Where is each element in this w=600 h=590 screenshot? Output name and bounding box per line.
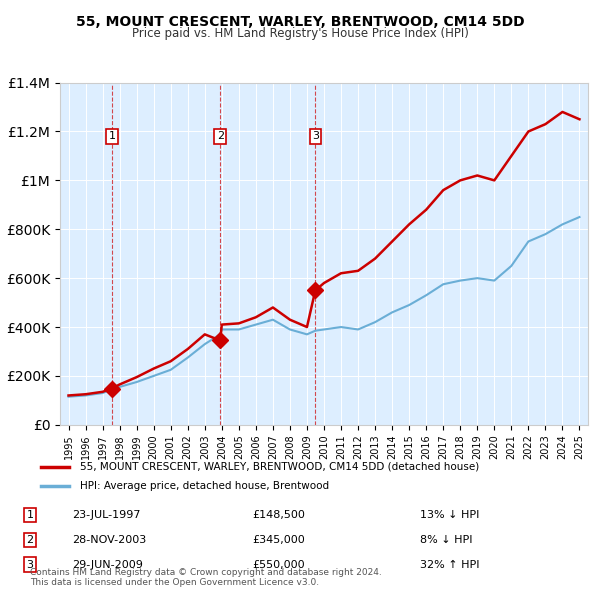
Text: £345,000: £345,000 bbox=[252, 535, 305, 545]
Text: £550,000: £550,000 bbox=[252, 560, 305, 569]
Text: 2: 2 bbox=[217, 132, 224, 142]
Text: 2: 2 bbox=[26, 535, 34, 545]
Text: Price paid vs. HM Land Registry's House Price Index (HPI): Price paid vs. HM Land Registry's House … bbox=[131, 27, 469, 40]
Text: HPI: Average price, detached house, Brentwood: HPI: Average price, detached house, Bren… bbox=[80, 481, 329, 491]
Text: Contains HM Land Registry data © Crown copyright and database right 2024.
This d: Contains HM Land Registry data © Crown c… bbox=[30, 568, 382, 587]
Text: 3: 3 bbox=[26, 560, 34, 569]
Text: 32% ↑ HPI: 32% ↑ HPI bbox=[420, 560, 479, 569]
Text: 23-JUL-1997: 23-JUL-1997 bbox=[72, 510, 140, 520]
Text: 1: 1 bbox=[26, 510, 34, 520]
Text: 55, MOUNT CRESCENT, WARLEY, BRENTWOOD, CM14 5DD (detached house): 55, MOUNT CRESCENT, WARLEY, BRENTWOOD, C… bbox=[80, 462, 479, 471]
Text: 8% ↓ HPI: 8% ↓ HPI bbox=[420, 535, 473, 545]
Text: 29-JUN-2009: 29-JUN-2009 bbox=[72, 560, 143, 569]
Text: 55, MOUNT CRESCENT, WARLEY, BRENTWOOD, CM14 5DD: 55, MOUNT CRESCENT, WARLEY, BRENTWOOD, C… bbox=[76, 15, 524, 29]
Text: £148,500: £148,500 bbox=[252, 510, 305, 520]
Text: 1: 1 bbox=[109, 132, 115, 142]
Text: 28-NOV-2003: 28-NOV-2003 bbox=[72, 535, 146, 545]
Text: 13% ↓ HPI: 13% ↓ HPI bbox=[420, 510, 479, 520]
Text: 3: 3 bbox=[312, 132, 319, 142]
